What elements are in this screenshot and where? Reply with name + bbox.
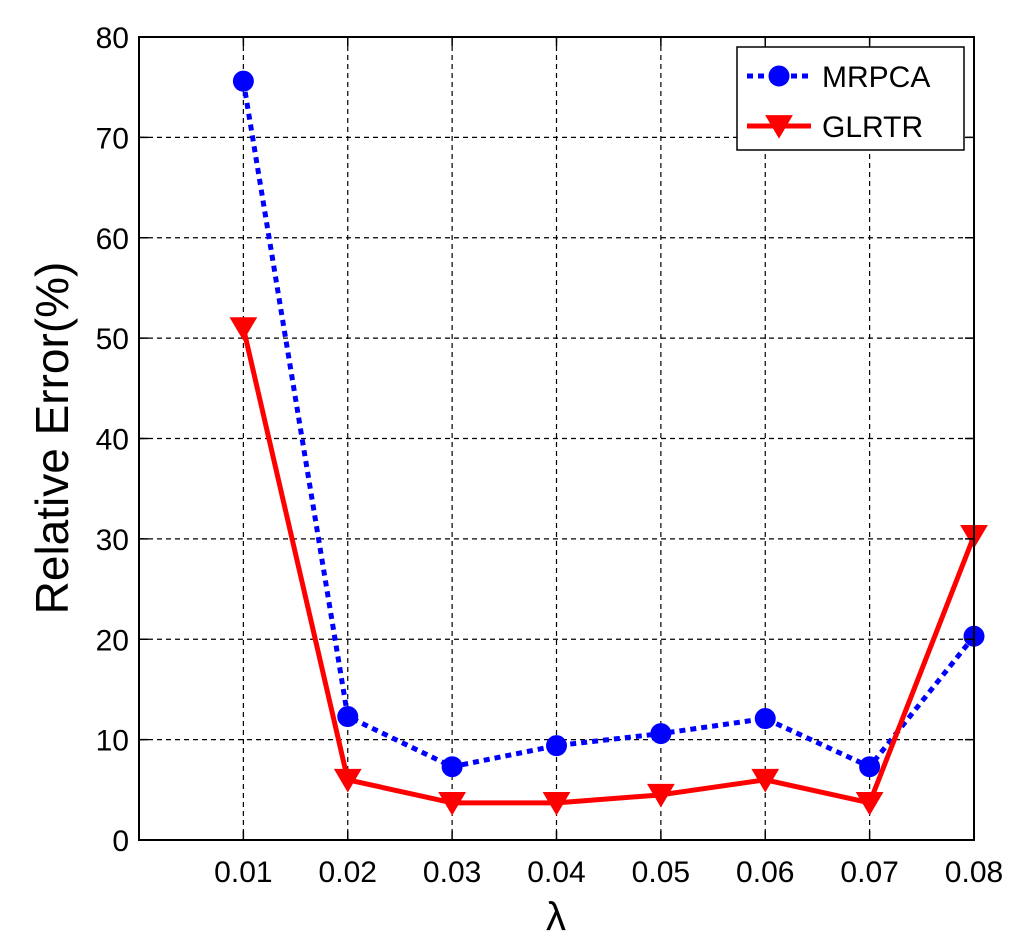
tick-labels: 0.01 0.02 0.03 0.04 0.05 0.06 0.07 0.08 0 10 20 30 4… <box>96 22 1004 889</box>
x-tick-label: 0.07 <box>840 856 898 889</box>
x-tick-label: 0.08 <box>945 856 1003 889</box>
x-tick-label: 0.02 <box>319 856 377 889</box>
data-point-glrtr <box>333 768 362 793</box>
x-tick-label: 0.03 <box>423 856 481 889</box>
series-line-glrtr <box>240 327 977 806</box>
x-tick-label: 0.04 <box>527 856 585 889</box>
y-tick-label: 10 <box>96 725 129 758</box>
legend-box <box>736 46 965 151</box>
data-point-glrtr <box>438 791 466 816</box>
legend-entry-glrtr: GLRTR <box>747 111 923 144</box>
y-axis-title: Relative Error(%) <box>26 262 78 615</box>
y-tick-label: 50 <box>96 323 129 356</box>
legend-marker-mrpca <box>768 65 790 87</box>
x-tick-label: 0.01 <box>214 856 272 889</box>
data-point-glrtr <box>542 791 571 816</box>
series-layer <box>229 70 988 816</box>
data-point-mrpca <box>232 70 254 92</box>
data-point-mrpca <box>546 735 567 757</box>
data-point-mrpca <box>650 723 672 745</box>
x-axis-title: λ <box>546 895 566 939</box>
data-point-glrtr <box>855 791 884 816</box>
data-point-glrtr <box>751 768 780 793</box>
data-point-mrpca <box>859 756 881 778</box>
legend-entry-mrpca: MRPCA <box>747 61 930 94</box>
y-tick-label: 80 <box>96 22 129 55</box>
series-mrpca <box>232 70 985 778</box>
axis-ticks <box>139 36 975 841</box>
legend-entries: MRPCA GLRTR <box>747 61 930 144</box>
data-point-mrpca <box>441 756 463 778</box>
y-tick-label: 20 <box>96 624 129 657</box>
y-tick-label: 70 <box>96 122 129 155</box>
y-tick-label: 40 <box>96 424 129 457</box>
legend-label-glrtr: GLRTR <box>822 111 923 144</box>
legend: MRPCA GLRTR <box>736 46 965 151</box>
data-point-glrtr <box>229 317 258 341</box>
y-tick-label: 60 <box>96 223 129 256</box>
data-point-mrpca <box>754 708 776 730</box>
data-point-mrpca <box>337 706 359 728</box>
series-glrtr <box>229 317 988 816</box>
legend-label-mrpca: MRPCA <box>822 61 930 94</box>
x-tick-label: 0.05 <box>632 856 690 889</box>
x-tick-label: 0.06 <box>736 856 794 889</box>
series-line-mrpca <box>240 80 976 770</box>
y-tick-label: 0 <box>112 825 129 858</box>
data-point-glrtr <box>647 783 675 808</box>
y-tick-label: 30 <box>96 524 129 557</box>
legend-marker-glrtr <box>765 115 793 139</box>
